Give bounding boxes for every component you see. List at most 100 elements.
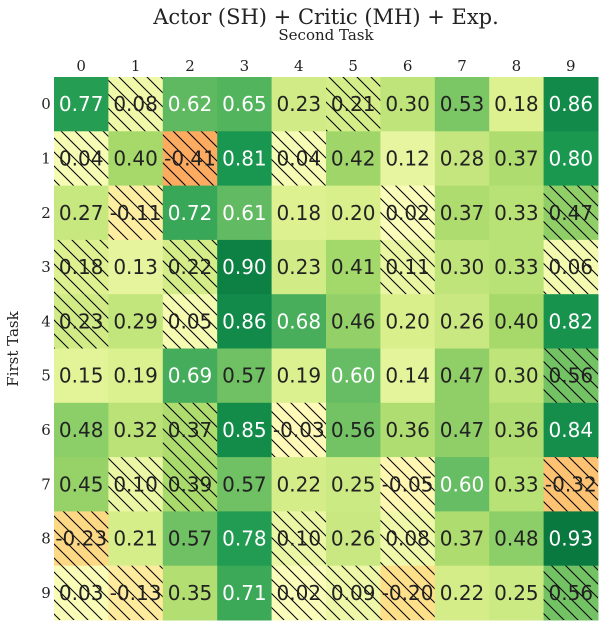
cell-value-label: 0.27 (59, 201, 104, 225)
cell-value-label: 0.86 (549, 92, 594, 116)
heatmap-cell (434, 402, 490, 458)
cell-value-label: 0.57 (222, 472, 267, 496)
cell-hatch (271, 402, 326, 458)
cell-hatch (543, 239, 598, 295)
cell-value-label: 0.85 (222, 418, 267, 442)
heatmap-cell (326, 348, 381, 404)
heatmap-cell (489, 565, 545, 621)
cell-value-label: 0.41 (331, 255, 376, 279)
cell-value-label: 0.22 (440, 581, 485, 605)
cell-hatch (271, 511, 326, 566)
cell-value-label: -0.11 (110, 201, 162, 225)
cell-hatch (108, 565, 163, 620)
cell-value-label: 0.15 (59, 364, 104, 388)
heatmap-cell (489, 457, 545, 512)
heatmap-cell (271, 457, 327, 512)
heatmap-cell (217, 565, 273, 621)
cell-hatch (543, 185, 598, 240)
heatmap-cell (271, 239, 327, 295)
cell-hatch (380, 457, 435, 512)
heatmap-cell (380, 294, 436, 349)
cell-value-label: 0.90 (222, 255, 267, 279)
heatmap-cell (489, 185, 545, 241)
x-tick-label: 8 (512, 57, 522, 75)
cell-hatch (108, 457, 163, 512)
cell-value-label: 0.82 (549, 309, 594, 333)
heatmap-cell (108, 131, 164, 187)
cell-hatch (162, 239, 218, 295)
cell-value-label: 0.09 (331, 581, 376, 605)
cell-hatch (380, 185, 435, 240)
x-tick-label: 9 (566, 57, 576, 75)
cell-value-label: 0.60 (440, 472, 485, 496)
y-tick-label: 3 (41, 258, 51, 276)
cell-value-label: 0.23 (59, 309, 104, 333)
cell-hatch (108, 185, 163, 240)
cell-value-label: 0.12 (385, 146, 430, 170)
cell-value-label: 0.37 (168, 418, 213, 442)
heatmap-cell (162, 185, 218, 241)
heatmap-cell (217, 511, 273, 567)
heatmap-cell (54, 77, 109, 132)
cell-hatch (108, 77, 163, 132)
heatmap-cell (326, 294, 381, 349)
cell-hatch (380, 565, 435, 620)
x-tick-label: 3 (240, 57, 250, 75)
heatmap-cell (543, 402, 599, 458)
heatmap-cell (217, 402, 273, 458)
cell-value-label: 0.36 (385, 418, 430, 442)
cell-value-label: 0.77 (59, 92, 104, 116)
cell-value-label: 0.06 (549, 255, 594, 279)
y-tick-label: 5 (41, 367, 51, 385)
cell-value-label: 0.11 (385, 255, 430, 279)
cell-value-label: 0.86 (222, 309, 267, 333)
cell-value-label: 0.05 (168, 309, 213, 333)
cell-value-label: 0.25 (331, 472, 376, 496)
heatmap-cell (326, 185, 381, 241)
heatmap-cell (326, 239, 381, 295)
cell-value-label: 0.02 (277, 581, 322, 605)
heatmap-cells: 0.77 0.08 0.62 0.65 0.23 0.21 0.30 0.53 0.18 0.86… (54, 77, 599, 621)
heatmap-cell (380, 348, 436, 404)
cell-value-label: 0.53 (440, 92, 485, 116)
cell-value-label: 0.40 (494, 309, 539, 333)
cell-value-label: 0.33 (494, 201, 539, 225)
cell-value-label: -0.03 (273, 418, 325, 442)
y-tick-label: 7 (41, 475, 51, 493)
cell-value-label: 0.19 (113, 364, 158, 388)
heatmap-cell (380, 131, 436, 187)
heatmap-cell (489, 511, 545, 567)
heatmap-cell (380, 402, 436, 458)
heatmap-cell (434, 239, 490, 295)
cell-hatch (54, 511, 109, 566)
heatmap-cell (434, 131, 490, 187)
cell-value-label: 0.08 (385, 527, 430, 551)
cell-value-label: 0.80 (549, 146, 594, 170)
cell-value-label: 0.46 (331, 309, 376, 333)
heatmap-cell (543, 294, 599, 349)
cell-value-label: 0.47 (440, 364, 485, 388)
cell-value-label: 0.72 (168, 201, 213, 225)
y-tick-label: 0 (41, 95, 51, 113)
heatmap-cell (434, 511, 490, 567)
cell-hatch (162, 402, 218, 458)
heatmap-cell (162, 77, 218, 132)
cell-value-label: 0.33 (494, 255, 539, 279)
cell-value-label: 0.47 (440, 418, 485, 442)
cell-hatch (271, 565, 326, 620)
heatmap-cell (489, 402, 545, 458)
heatmap-cell (434, 565, 490, 621)
heatmap-cell (108, 402, 164, 458)
cell-value-label: 0.22 (168, 255, 213, 279)
heatmap-cell (162, 511, 218, 567)
cell-value-label: 0.40 (113, 146, 158, 170)
cell-value-label: 0.25 (494, 581, 539, 605)
y-tick-label: 6 (41, 421, 51, 439)
cell-value-label: -0.20 (382, 581, 434, 605)
cell-value-label: 0.56 (549, 581, 594, 605)
cell-value-label: 0.30 (385, 92, 430, 116)
cell-value-label: 0.57 (168, 527, 213, 551)
cell-value-label: 0.68 (277, 309, 322, 333)
cell-value-label: 0.33 (494, 472, 539, 496)
